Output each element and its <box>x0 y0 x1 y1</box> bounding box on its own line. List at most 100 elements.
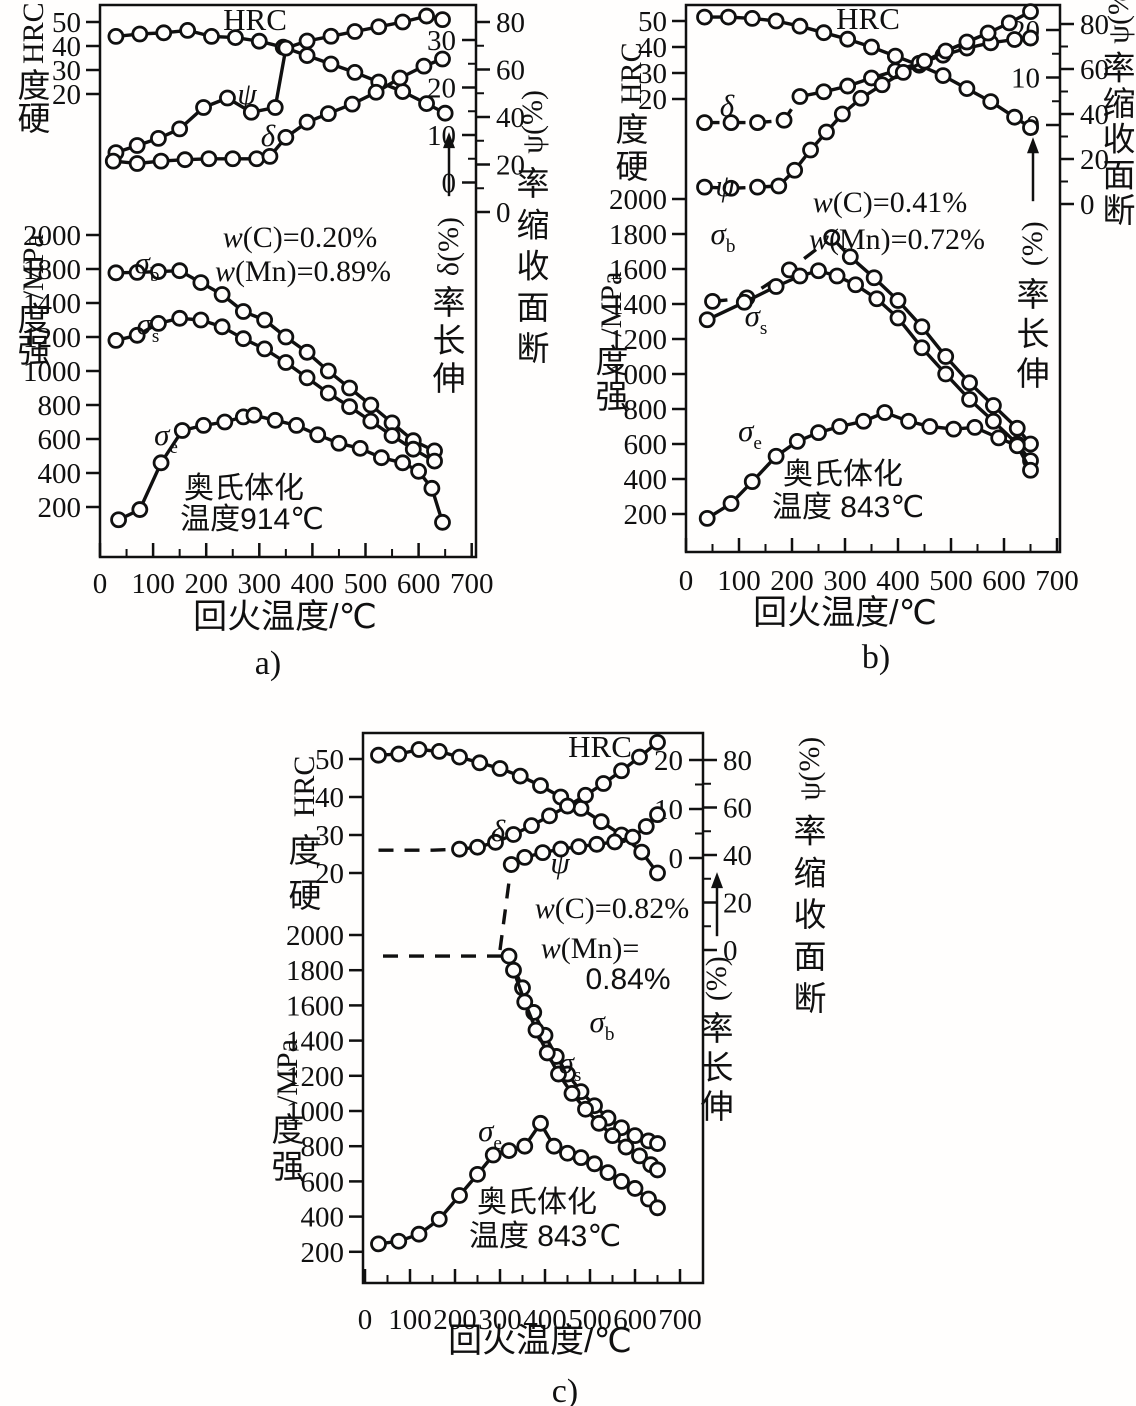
chart-b-annotation-2: 奥氏体化 <box>783 458 903 491</box>
chart-a-delta-point <box>261 147 279 165</box>
chart-a-hrc-point <box>436 104 454 122</box>
chart-a-sigma_b-point <box>128 263 146 281</box>
chart-a-hardness-axis-title-latin-part: HRC <box>17 2 50 64</box>
chart-b-sigma_e-point <box>921 418 939 435</box>
chart-b-sigma_e-point <box>1008 437 1026 455</box>
chart-b-strength-tick-label: 200 <box>624 499 668 531</box>
chart-c-psi-point <box>502 856 520 873</box>
chart-a-curve-label-delta: δ <box>261 118 276 153</box>
chart-b-hardness-axis-title-latin-part: HRC <box>615 42 648 104</box>
chart-a-delta-point <box>248 150 266 168</box>
chart-b-strength-tick-label: 1600 <box>609 254 667 286</box>
chart-c-hrc-point <box>491 760 509 777</box>
chart-b-caption: b) <box>862 639 890 676</box>
chart-c-xtick-label: 300 <box>478 1304 522 1336</box>
chart-c-strength-tick-label: 1200 <box>286 1061 344 1093</box>
chart-b-sigma_e-point <box>990 429 1008 447</box>
chart-b-reduction-axis-title-cjk-char: 缩 <box>1103 85 1136 122</box>
chart-b-annotation-3: 温度 843℃ <box>772 491 924 524</box>
chart-a-reduction-tick-label: 60 <box>496 55 525 87</box>
chart-c-xtick-label: 400 <box>523 1304 567 1336</box>
chart-b-sigma_s-point <box>937 365 955 383</box>
chart-a-elongation-axis-title: 伸长率 δ(%) <box>432 132 466 397</box>
chart-c-strength-axis-title-latin-part: /MPa <box>271 1039 304 1104</box>
chart-a-delta-point <box>415 57 433 75</box>
chart-a-delta-point <box>224 150 242 168</box>
chart-b-hardness-axis-title: 硬度 HRC <box>615 42 649 185</box>
chart-a-annotation-2: 奥氏体化 <box>184 472 304 505</box>
chart-c-elongation-axis-title: 伸长率 (%) <box>700 872 734 1125</box>
chart-a-curve-label-hrc: HRC <box>223 2 287 37</box>
chart-a-reduction-axis-title-cjk-char: 率 <box>517 165 550 202</box>
chart-b-curve-label-sigma_b: σb <box>711 216 736 257</box>
chart-c-curve-label-delta: δ <box>491 813 506 848</box>
chart-b-sigma_b-point <box>841 248 859 266</box>
chart-a-strength-tick-label: 400 <box>38 458 82 490</box>
chart-a-sigma_s-point <box>171 309 189 327</box>
chart-a-strength-tick-label: 800 <box>38 390 82 422</box>
chart-c-sigma_e-point <box>559 1144 576 1162</box>
chart-a-hrc-point <box>107 28 125 45</box>
chart-a-sigma_e-point <box>410 462 428 480</box>
chart-a-strength-tick-label: 600 <box>38 424 82 456</box>
chart-c-curve-label-hrc: HRC <box>568 729 632 764</box>
chart-c-delta-point <box>523 817 540 835</box>
chart-a-delta-point <box>104 152 122 170</box>
chart-b-sigma_b-point <box>889 292 907 309</box>
chart-c-elongation-axis-title-up-arrow-head <box>711 872 723 889</box>
chart-b-psi-point <box>894 63 912 81</box>
chart-a-psi-point <box>346 23 364 40</box>
chart-c-curve-label-psi: ψ <box>550 845 570 880</box>
chart-c-strength-tick-label: 1800 <box>286 955 344 987</box>
chart-b-reduction-axis-title-latin-part: ψ(%) <box>1102 0 1135 44</box>
chart-a-reduction-axis-title-cjk-char: 收 <box>517 248 550 285</box>
chart-a-xtick-label: 300 <box>238 568 282 600</box>
chart-b-sigma_e-point <box>722 495 740 512</box>
chart-b-hrc-point <box>982 93 1000 110</box>
chart-c-sigma_e-point <box>469 1165 486 1183</box>
chart-c-hrc-point <box>511 767 529 785</box>
chart-c-curve-delta-dashed <box>378 847 460 852</box>
chart-c-psi-point <box>588 835 606 853</box>
chart-a-strength-tick-label: 1400 <box>23 288 81 320</box>
chart-b-annotation-0: w(C)=0.41% <box>813 186 967 219</box>
chart-b-sigma_b-point <box>1008 419 1026 437</box>
chart-b-hardness-tick-label: 50 <box>638 6 667 38</box>
chart-a-elongation-axis-title-latin-part: δ(%) <box>432 217 465 276</box>
chart-c-strength-tick-label: 400 <box>301 1202 345 1234</box>
chart-b-sigma_s-point <box>961 390 978 408</box>
chart-a-hrc-point <box>298 47 316 64</box>
chart-a-strength-tick-label: 1000 <box>23 356 81 388</box>
chart-c-psi-point <box>624 828 642 846</box>
chart-c-xtick-label: 0 <box>358 1304 373 1336</box>
chart-b-reduction-tick-label: 60 <box>1080 54 1109 86</box>
chart-c-sigma_s-point <box>516 993 534 1011</box>
chart-c-delta-point <box>577 786 594 804</box>
chart-a-sigma_b-point <box>192 274 210 292</box>
chart-b-sigma_s-point <box>828 267 846 285</box>
chart-a-strength-tick-label: 2000 <box>23 220 81 252</box>
chart-a-hrc-point <box>250 32 268 50</box>
chart-b-reduction-tick-label: 20 <box>1080 144 1109 176</box>
chart-b-psi-point <box>749 178 766 196</box>
chart-b-sigma_e-point <box>945 420 963 438</box>
chart-a-psi-point <box>277 39 295 57</box>
chart-c-psi-point <box>534 844 552 862</box>
chart-b-hrc-point <box>863 38 880 56</box>
chart-b-xtick-label: 600 <box>982 565 1026 597</box>
chart-a-xtick-label: 0 <box>93 568 108 600</box>
chart-c-sigma_s-point <box>617 1138 635 1156</box>
chart-a-hrc-point <box>227 29 244 46</box>
chart-b-sigma_s-point <box>868 290 886 308</box>
chart-a-sigma_b-point <box>362 396 380 414</box>
chart-b-elongation-tick-label: 10 <box>1011 63 1040 95</box>
chart-b-curve-sigma_e <box>706 410 1032 520</box>
chart-c-sigma_s-point <box>649 1161 666 1179</box>
chart-c-sigma_s-point <box>604 1127 621 1145</box>
chart-a-sigma_s-point <box>362 412 380 430</box>
chart-b-reduction-tick-label: 0 <box>1080 189 1095 221</box>
chart-a-delta-point <box>298 113 316 131</box>
chart-a-sigma_e-point <box>266 411 284 429</box>
chart-a-psi-point <box>195 99 212 116</box>
